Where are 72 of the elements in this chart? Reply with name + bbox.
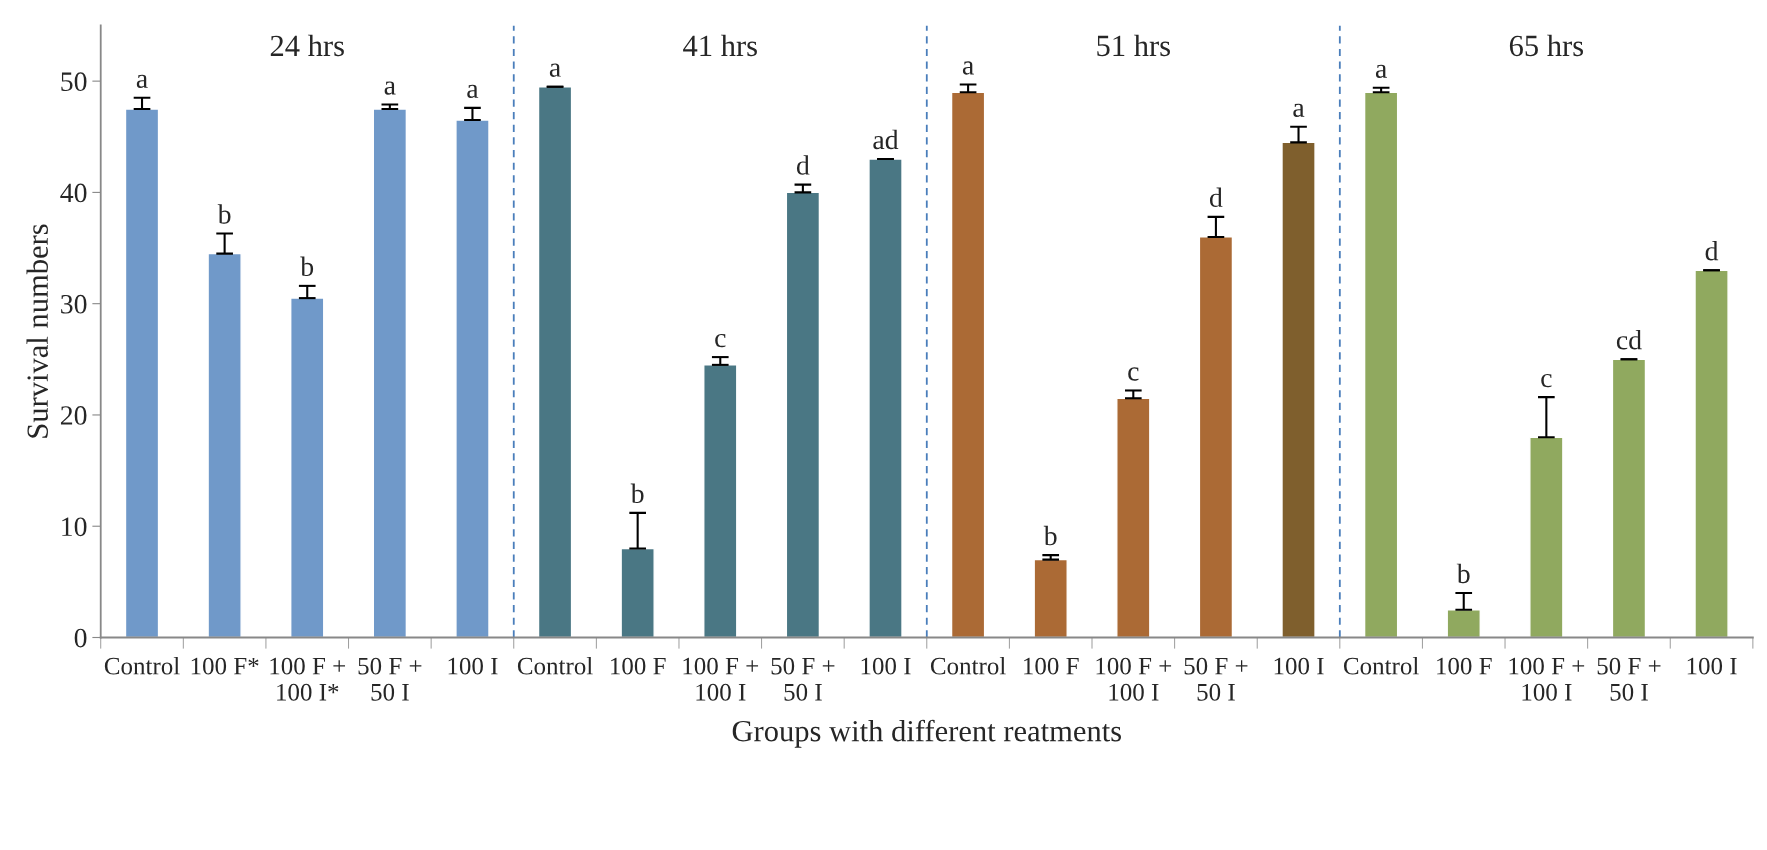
x-tick-label: 50 F + 50 I: [771, 657, 835, 701]
bar: [455, 119, 490, 638]
data-label: a: [1293, 103, 1305, 117]
bar: [1611, 358, 1647, 638]
bar: [1281, 141, 1316, 638]
bar: [868, 158, 903, 638]
data-label: d: [1705, 240, 1719, 261]
x-tick-label: 100 F: [1024, 657, 1079, 675]
x-tick-label: 100 F + 100 I: [683, 657, 759, 701]
data-label: b: [1456, 563, 1470, 584]
data-label: a: [136, 74, 148, 89]
y-tick-label: 10: [62, 517, 87, 537]
x-tick-label: 50 F + 50 I: [1184, 657, 1248, 701]
bar: [1033, 558, 1068, 638]
bar: [1198, 236, 1234, 638]
y-tick-label: 20: [60, 406, 87, 425]
data-label: a: [549, 63, 561, 77]
x-tick-label: 100 I: [1274, 657, 1324, 675]
x-tick-label: 100 I: [448, 657, 498, 675]
data-label: a: [384, 81, 396, 95]
x-tick-label: Control: [517, 656, 593, 675]
data-label: d: [1209, 187, 1223, 208]
x-tick-label: 100 F: [1437, 657, 1492, 675]
bar: [950, 91, 986, 638]
bar: [620, 547, 655, 638]
y-axis-title: Survival numbers: [26, 224, 48, 438]
data-label: c: [1128, 367, 1139, 381]
annotation: 51 hrs: [1097, 34, 1170, 57]
data-label: b: [300, 256, 314, 277]
x-tick-label: 50 F + 50 I: [358, 657, 422, 701]
x-axis-title: Groups with different reatments: [732, 719, 1121, 748]
bar: [372, 108, 408, 638]
bar: [207, 252, 242, 638]
x-tick-label: 100 I: [1687, 657, 1737, 675]
bar: [290, 297, 325, 638]
bar: [537, 86, 573, 638]
bar: [1446, 608, 1481, 638]
x-tick-label: 100 F + 100 I: [1096, 657, 1172, 701]
y-tick-label: 0: [74, 628, 87, 648]
data-label: c: [715, 333, 726, 348]
x-tick-label: Control: [104, 656, 180, 675]
x-tick-label: 100 F*: [191, 657, 259, 675]
data-label: a: [962, 61, 974, 75]
x-tick-label: 50 F + 50 I: [1597, 657, 1661, 701]
x-tick-label: 100 I: [861, 657, 911, 675]
bar: [1116, 397, 1151, 638]
data-label: a: [467, 84, 479, 99]
y-tick-label: 50: [61, 72, 87, 92]
data-label: b: [630, 483, 644, 504]
bar: [785, 191, 821, 638]
data-label: cd: [1616, 329, 1642, 350]
bar: [703, 364, 738, 638]
data-label: d: [796, 155, 810, 175]
bar: [1529, 436, 1564, 638]
bar: [124, 108, 160, 638]
data-label: ad: [873, 129, 899, 150]
x-tick-label: 100 F + 100 I*: [270, 657, 346, 701]
y-tick-label: 40: [60, 183, 87, 203]
y-tick-label: 30: [61, 294, 87, 314]
x-tick-label: Control: [1343, 656, 1419, 675]
data-label: b: [217, 204, 231, 224]
x-tick-label: 100 F + 100 I: [1509, 657, 1585, 701]
data-label: c: [1541, 373, 1552, 388]
annotation: 65 hrs: [1509, 34, 1584, 57]
annotation: 24 hrs: [270, 34, 344, 57]
bar: [1363, 91, 1399, 638]
x-tick-label: 100 F: [611, 657, 666, 675]
x-tick-label: Control: [930, 656, 1006, 675]
data-label: a: [1375, 64, 1387, 78]
data-label: b: [1043, 525, 1057, 546]
bar: [1694, 269, 1729, 638]
annotation: 41 hrs: [683, 34, 757, 57]
